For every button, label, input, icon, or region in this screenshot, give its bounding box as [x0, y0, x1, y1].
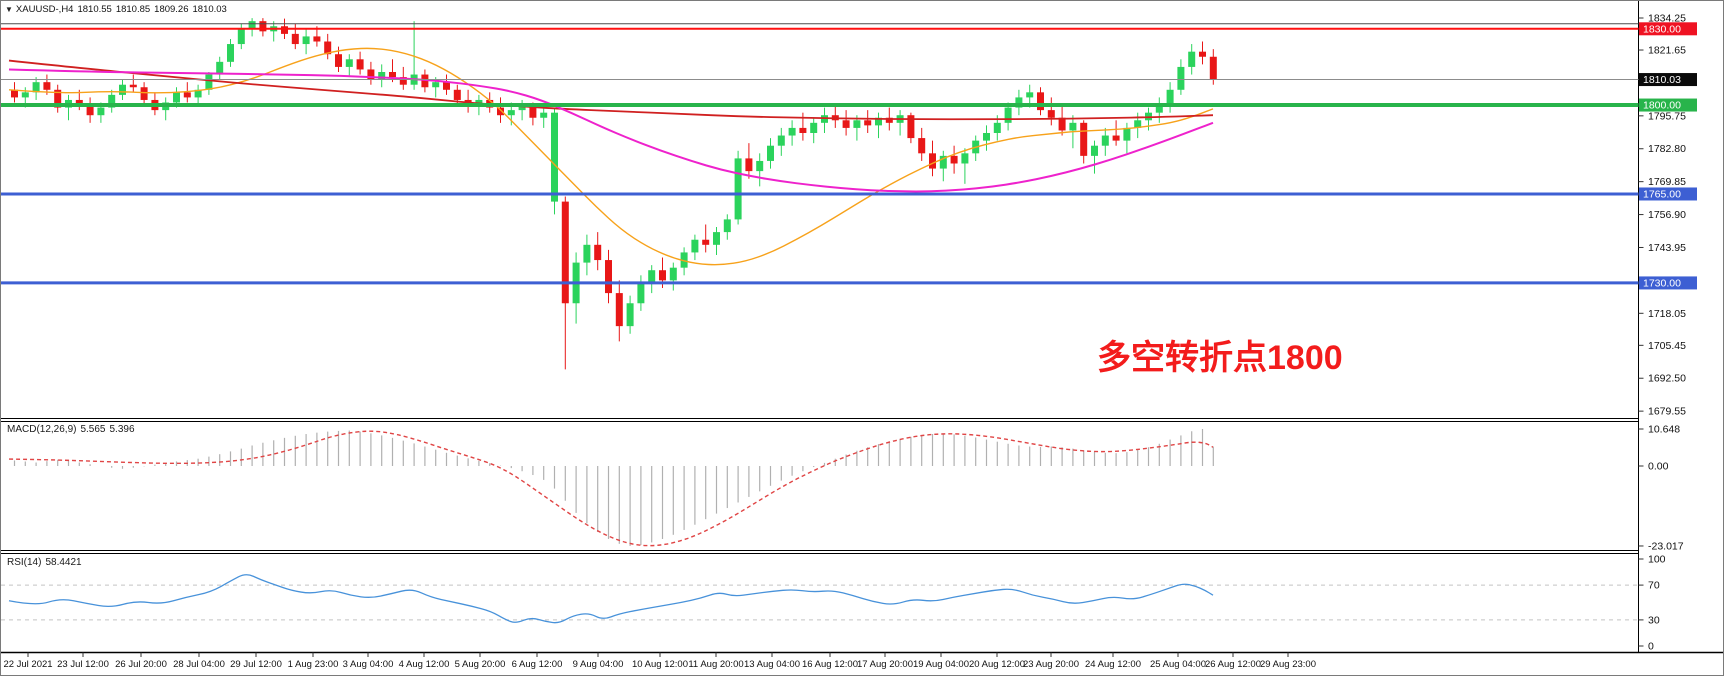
horizontal-lines[interactable]: [1, 23, 1639, 285]
svg-text:1834.25: 1834.25: [1648, 13, 1686, 25]
macd-panel[interactable]: [1, 422, 1638, 550]
svg-text:1782.80: 1782.80: [1648, 143, 1686, 155]
main-chart-panel[interactable]: [1, 15, 1638, 418]
svg-text:23 Aug 20:00: 23 Aug 20:00: [1023, 659, 1079, 670]
ma-mid-line: [8, 68, 1214, 193]
svg-text:0: 0: [1648, 641, 1654, 653]
rsi-line: [8, 574, 1214, 624]
rsi-axis-ticks: 100 70 30 0: [1638, 554, 1666, 653]
symbol-ohlc-header: ▼ XAUUSD-,H4 1810.55 1810.85 1809.26 1810.03: [5, 4, 231, 15]
macd-indicator-label: MACD(12,26,9) 5.565 5.396: [7, 424, 139, 435]
price-axis[interactable]: [1639, 1, 1723, 652]
ma-slow-line: [8, 59, 1214, 121]
rsi-level-lines: [1, 584, 1639, 621]
svg-text:1800.00: 1800.00: [1643, 100, 1681, 112]
symbol-dropdown-icon: ▼: [5, 5, 13, 14]
svg-text:1810.03: 1810.03: [1643, 74, 1681, 86]
svg-text:1756.90: 1756.90: [1648, 209, 1686, 221]
svg-text:1692.50: 1692.50: [1648, 373, 1686, 385]
svg-text:26 Aug 12:00: 26 Aug 12:00: [1205, 659, 1261, 670]
svg-text:1765.00: 1765.00: [1643, 188, 1681, 200]
svg-text:5 Aug 20:00: 5 Aug 20:00: [455, 659, 506, 670]
time-axis[interactable]: [1, 653, 1723, 675]
quote-high: 1810.85: [115, 4, 151, 15]
svg-text:22 Jul 2021: 22 Jul 2021: [3, 659, 52, 670]
svg-text:1718.05: 1718.05: [1648, 308, 1686, 320]
svg-text:-23.017: -23.017: [1648, 540, 1684, 552]
svg-text:13 Aug 04:00: 13 Aug 04:00: [744, 659, 800, 670]
svg-text:1795.75: 1795.75: [1648, 110, 1686, 122]
price-badges: 1830.00 1810.03 1800.00 1765.00 1730.00: [1639, 22, 1697, 290]
quote-close: 1810.03: [192, 4, 227, 15]
svg-text:1769.85: 1769.85: [1648, 176, 1686, 188]
svg-text:1 Aug 23:00: 1 Aug 23:00: [288, 659, 339, 670]
rsi-panel[interactable]: [1, 554, 1638, 652]
svg-text:25 Aug 04:00: 25 Aug 04:00: [1150, 659, 1206, 670]
svg-text:29 Jul 12:00: 29 Jul 12:00: [230, 659, 282, 670]
annotation-text: 多空转折点1800: [1097, 339, 1343, 377]
rsi-value: 58.4421: [45, 557, 82, 568]
svg-text:23 Jul 12:00: 23 Jul 12:00: [57, 659, 109, 670]
price-axis-ticks: 1834.25 1821.65 1795.75 1782.80 1769.85 1756.…: [1638, 13, 1686, 418]
rsi-name: RSI(14): [7, 557, 42, 568]
quote-low: 1809.26: [154, 4, 189, 15]
symbol-name: XAUUSD-,H4: [15, 4, 74, 15]
svg-text:19 Aug 04:00: 19 Aug 04:00: [913, 659, 969, 670]
svg-text:24 Aug 12:00: 24 Aug 12:00: [1085, 659, 1141, 670]
svg-text:17 Aug 20:00: 17 Aug 20:00: [857, 659, 913, 670]
macd-name: MACD(12,26,9): [7, 424, 77, 435]
svg-text:11 Aug 20:00: 11 Aug 20:00: [688, 659, 743, 670]
svg-text:26 Jul 20:00: 26 Jul 20:00: [115, 659, 167, 670]
svg-text:28 Jul 04:00: 28 Jul 04:00: [173, 659, 225, 670]
quote-open: 1810.55: [77, 4, 112, 15]
svg-text:0.00: 0.00: [1648, 461, 1669, 473]
svg-text:1679.55: 1679.55: [1648, 406, 1686, 418]
chart-frame: [1, 1, 1723, 654]
svg-text:9 Aug 04:00: 9 Aug 04:00: [573, 659, 624, 670]
svg-text:1830.00: 1830.00: [1643, 23, 1681, 35]
macd-signal-value: 5.396: [109, 424, 135, 435]
svg-text:20 Aug 12:00: 20 Aug 12:00: [969, 659, 1025, 670]
svg-text:30: 30: [1648, 614, 1660, 626]
ma-fast-line: [8, 47, 1214, 266]
rsi-indicator-label: RSI(14) 58.4421: [7, 557, 86, 568]
svg-text:10 Aug 12:00: 10 Aug 12:00: [632, 659, 688, 670]
macd-axis-ticks: 10.648 0.00 -23.017: [1638, 424, 1684, 552]
svg-text:4 Aug 12:00: 4 Aug 12:00: [399, 659, 450, 670]
macd-signal-line: [8, 430, 1214, 547]
time-axis-labels: 22 Jul 2021 23 Jul 12:00 26 Jul 20:00 28 Ju…: [3, 652, 1316, 670]
svg-text:1821.65: 1821.65: [1648, 45, 1686, 57]
svg-text:16 Aug 12:00: 16 Aug 12:00: [802, 659, 858, 670]
svg-text:1705.45: 1705.45: [1648, 340, 1686, 352]
svg-text:6 Aug 12:00: 6 Aug 12:00: [512, 659, 563, 670]
svg-text:29 Aug 23:00: 29 Aug 23:00: [1260, 659, 1316, 670]
macd-main-value: 5.565: [80, 424, 106, 435]
svg-text:70: 70: [1648, 580, 1660, 592]
svg-text:1743.95: 1743.95: [1648, 242, 1686, 254]
svg-text:3 Aug 04:00: 3 Aug 04:00: [343, 659, 394, 670]
svg-text:100: 100: [1648, 554, 1666, 566]
svg-text:1730.00: 1730.00: [1643, 277, 1681, 289]
svg-text:10.648: 10.648: [1648, 424, 1680, 436]
